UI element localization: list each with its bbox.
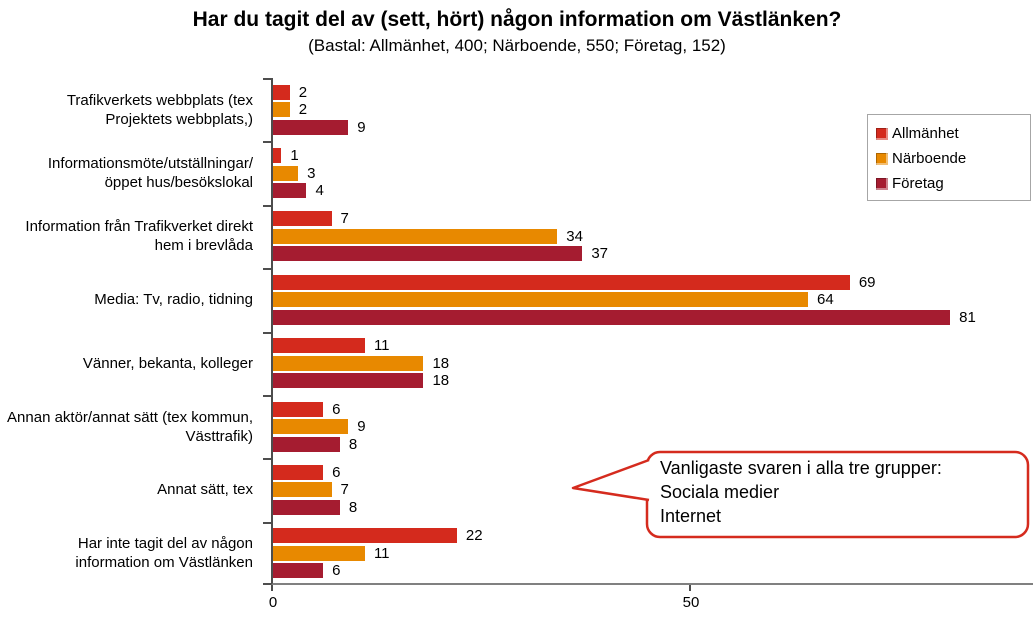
callout-line-1: Vanligaste svaren i alla tre grupper: — [660, 458, 942, 478]
bar-value-label: 64 — [817, 291, 834, 309]
category-label: Media: Tv, radio, tidning — [94, 291, 253, 309]
category-label: Vänner, bekanta, kolleger — [82, 354, 253, 372]
bar-foretag — [273, 246, 583, 262]
x-axis-tick — [689, 585, 691, 591]
legend-swatch-närboende — [876, 152, 888, 165]
bar-foretag — [273, 183, 307, 199]
bar-value-label: 11 — [373, 337, 390, 355]
chart-title: Har du tagit del av (sett, hört) någon i… — [192, 8, 842, 31]
bar-narboende — [273, 419, 349, 435]
bar-foretag — [273, 309, 951, 325]
bar-value-label: 6 — [332, 400, 341, 418]
category-label: Information från Trafikverket direkt hem… — [25, 218, 253, 255]
bar-value-label: 3 — [307, 164, 316, 182]
bar-narboende — [273, 228, 558, 244]
bar-foretag — [273, 373, 424, 389]
legend-item: Allmänhet — [876, 125, 1020, 142]
legend-label: Närboende — [892, 150, 967, 167]
bar-value-label: 81 — [959, 308, 976, 326]
legend-swatch-allmänhet — [876, 127, 888, 140]
bar-value-label: 7 — [340, 210, 349, 228]
bar-foretag — [273, 119, 349, 135]
y-axis-category-labels: Trafikverkets webbplats (tex Projektets … — [0, 78, 262, 585]
bar-value-label: 9 — [357, 118, 366, 136]
bar-allmanhet — [273, 528, 457, 544]
legend-swatch-företag — [876, 177, 888, 190]
y-axis-tick — [263, 331, 271, 334]
bar-value-label: 2 — [298, 101, 308, 119]
bar-allmanhet — [273, 464, 324, 480]
bar-allmanhet — [273, 84, 290, 100]
category-label: Annan aktör/annat sätt (tex kommun, Väst… — [7, 408, 253, 445]
y-axis-tick — [263, 458, 271, 461]
legend: Allmänhet Närboende Företag — [867, 114, 1031, 201]
bar-narboende — [273, 355, 424, 371]
y-axis-tick — [263, 583, 271, 585]
bar-allmanhet — [273, 274, 850, 290]
y-axis-tick — [263, 521, 271, 524]
category-label: Annat sätt, tex — [157, 481, 253, 499]
bar-allmanhet — [273, 211, 332, 227]
bar-allmanhet — [273, 148, 282, 164]
bar-value-label: 4 — [315, 182, 324, 200]
bar-value-label: 6 — [332, 463, 341, 481]
legend-label: Allmänhet — [892, 125, 959, 142]
callout-text: Vanligaste svaren i alla tre grupper: So… — [660, 456, 1020, 528]
bar-allmanhet — [273, 338, 365, 354]
bar-value-label: 18 — [432, 354, 450, 372]
bar-value-label: 1 — [290, 147, 299, 165]
legend-label: Företag — [892, 175, 944, 192]
y-axis-tick — [263, 394, 271, 397]
bar-value-label: 8 — [348, 498, 358, 516]
bar-narboende — [273, 165, 299, 181]
bar-value-label: 11 — [373, 544, 390, 562]
bar-value-label: 34 — [566, 227, 583, 245]
callout-bubble-shape — [571, 450, 1030, 539]
chart-subtitle: (Bastal: Allmänhet, 400; Närboende, 550;… — [308, 36, 726, 55]
y-axis-tick — [263, 78, 271, 80]
x-axis-tick-label: 50 — [682, 594, 700, 611]
bar-value-label: 7 — [340, 481, 349, 499]
bar-foretag — [273, 436, 340, 452]
y-axis-tick — [263, 268, 271, 271]
x-axis-tick-label: 0 — [268, 594, 278, 611]
bar-foretag — [273, 499, 340, 515]
bar-narboende — [273, 102, 290, 118]
y-axis-tick — [263, 141, 271, 144]
bar-allmanhet — [273, 401, 324, 417]
bar-value-label: 2 — [298, 83, 308, 101]
category-label: Trafikverkets webbplats (tex Projektets … — [66, 91, 253, 128]
bar-value-label: 9 — [357, 418, 366, 436]
bar-narboende — [273, 545, 365, 561]
x-axis-tick — [271, 585, 273, 591]
category-label: Har inte tagit del av någon information … — [75, 535, 253, 572]
plot-area: 2 2 9 1 3 4 7 34 37 69 64 81 11 18 18 6 9 8 6 7 8 22 11 6 0 50 — [263, 78, 1033, 611]
bar-narboende — [273, 292, 809, 308]
bar-value-label: 69 — [858, 273, 876, 291]
callout-line-3: Internet — [660, 506, 722, 526]
callout-line-2: Sociala medier — [660, 482, 780, 502]
bar-narboende — [273, 482, 332, 498]
bar-value-label: 22 — [465, 527, 483, 545]
bar-value-label: 8 — [348, 435, 358, 453]
bar-value-label: 18 — [432, 372, 450, 390]
callout-bubble: Vanligaste svaren i alla tre grupper: So… — [565, 448, 1034, 542]
bar-foretag — [273, 563, 324, 579]
y-axis-tick — [263, 204, 271, 207]
legend-item: Närboende — [876, 150, 1020, 167]
bar-value-label: 6 — [332, 562, 341, 580]
bar-value-label: 37 — [591, 245, 608, 263]
legend-item: Företag — [876, 175, 1020, 192]
category-label: Informationsmöte/utställningar/ öppet hu… — [47, 155, 253, 192]
